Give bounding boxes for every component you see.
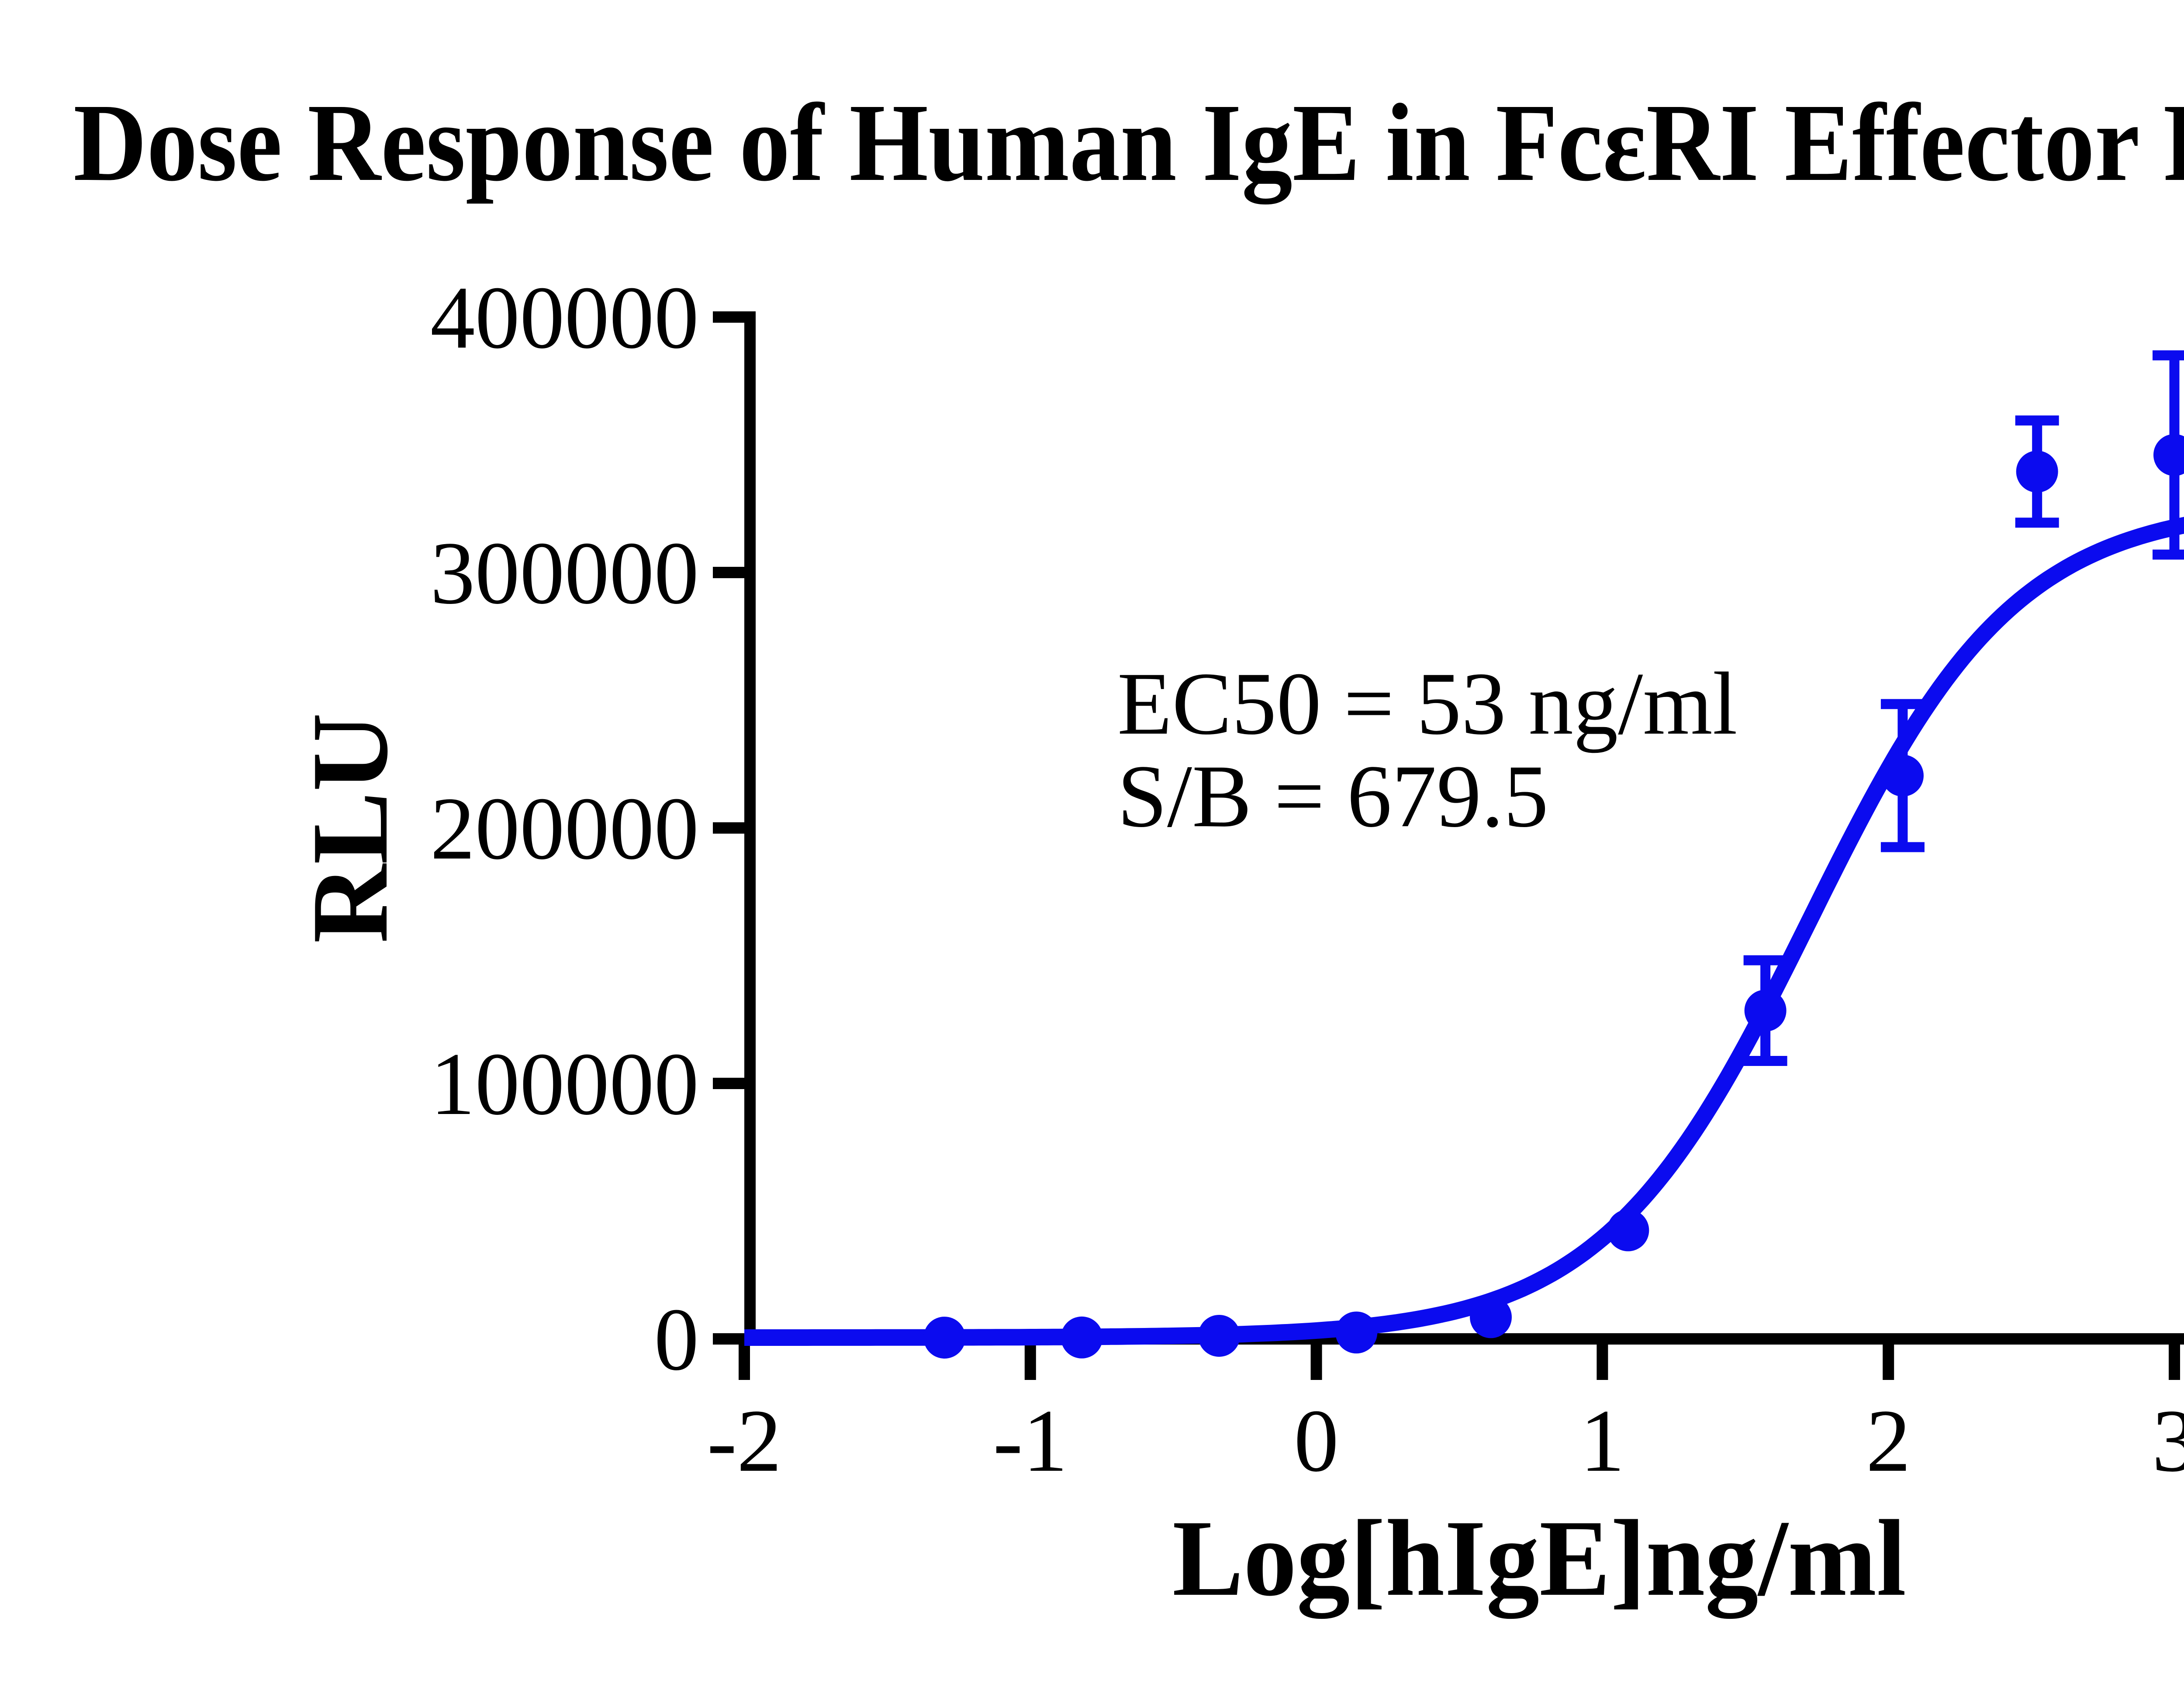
fit-curve: [742, 517, 2184, 1346]
data-point: [2016, 450, 2058, 493]
data-point: [2153, 434, 2184, 476]
error-bars-layer: [1743, 350, 2184, 1066]
y-tick-label: 200000: [430, 779, 699, 878]
x-tick-label: 2: [1866, 1391, 1911, 1490]
y-tick-label: 0: [654, 1290, 699, 1389]
x-tick-label: 1: [1580, 1391, 1625, 1490]
fit-curve-layer: [742, 517, 2184, 1346]
data-point: [1881, 755, 1924, 797]
x-tick-label: -1: [993, 1391, 1068, 1490]
signal-background-annotation: S/B = 679.5: [1117, 747, 1548, 846]
data-point: [1061, 1316, 1103, 1359]
data-point: [1607, 1209, 1649, 1252]
data-points-layer: [923, 434, 2184, 1359]
data-point: [1335, 1311, 1378, 1354]
y-axis-label: RLU: [290, 713, 411, 943]
ec50-annotation: EC50 = 53 ng/ml: [1117, 654, 1738, 753]
x-axis-label: Log[hIgE]ng/ml: [1172, 1498, 1906, 1619]
x-tick-label: 0: [1294, 1391, 1339, 1490]
y-tick-label: 300000: [430, 524, 699, 623]
x-tick-label: -2: [707, 1391, 782, 1490]
x-tick-label: 3: [2152, 1391, 2184, 1490]
data-point: [1198, 1314, 1240, 1357]
data-point: [923, 1317, 966, 1359]
chart-title: Dose Response of Human IgE in FcεRI Effe…: [73, 81, 2184, 204]
data-point: [1744, 990, 1787, 1032]
y-tick-label: 100000: [430, 1035, 699, 1134]
axes-layer: 0 100000 200000 300000 400000 -2 -1 0 1 2 3: [430, 268, 2184, 1490]
data-point: [1470, 1296, 1512, 1338]
y-tick-label: 400000: [430, 268, 699, 367]
